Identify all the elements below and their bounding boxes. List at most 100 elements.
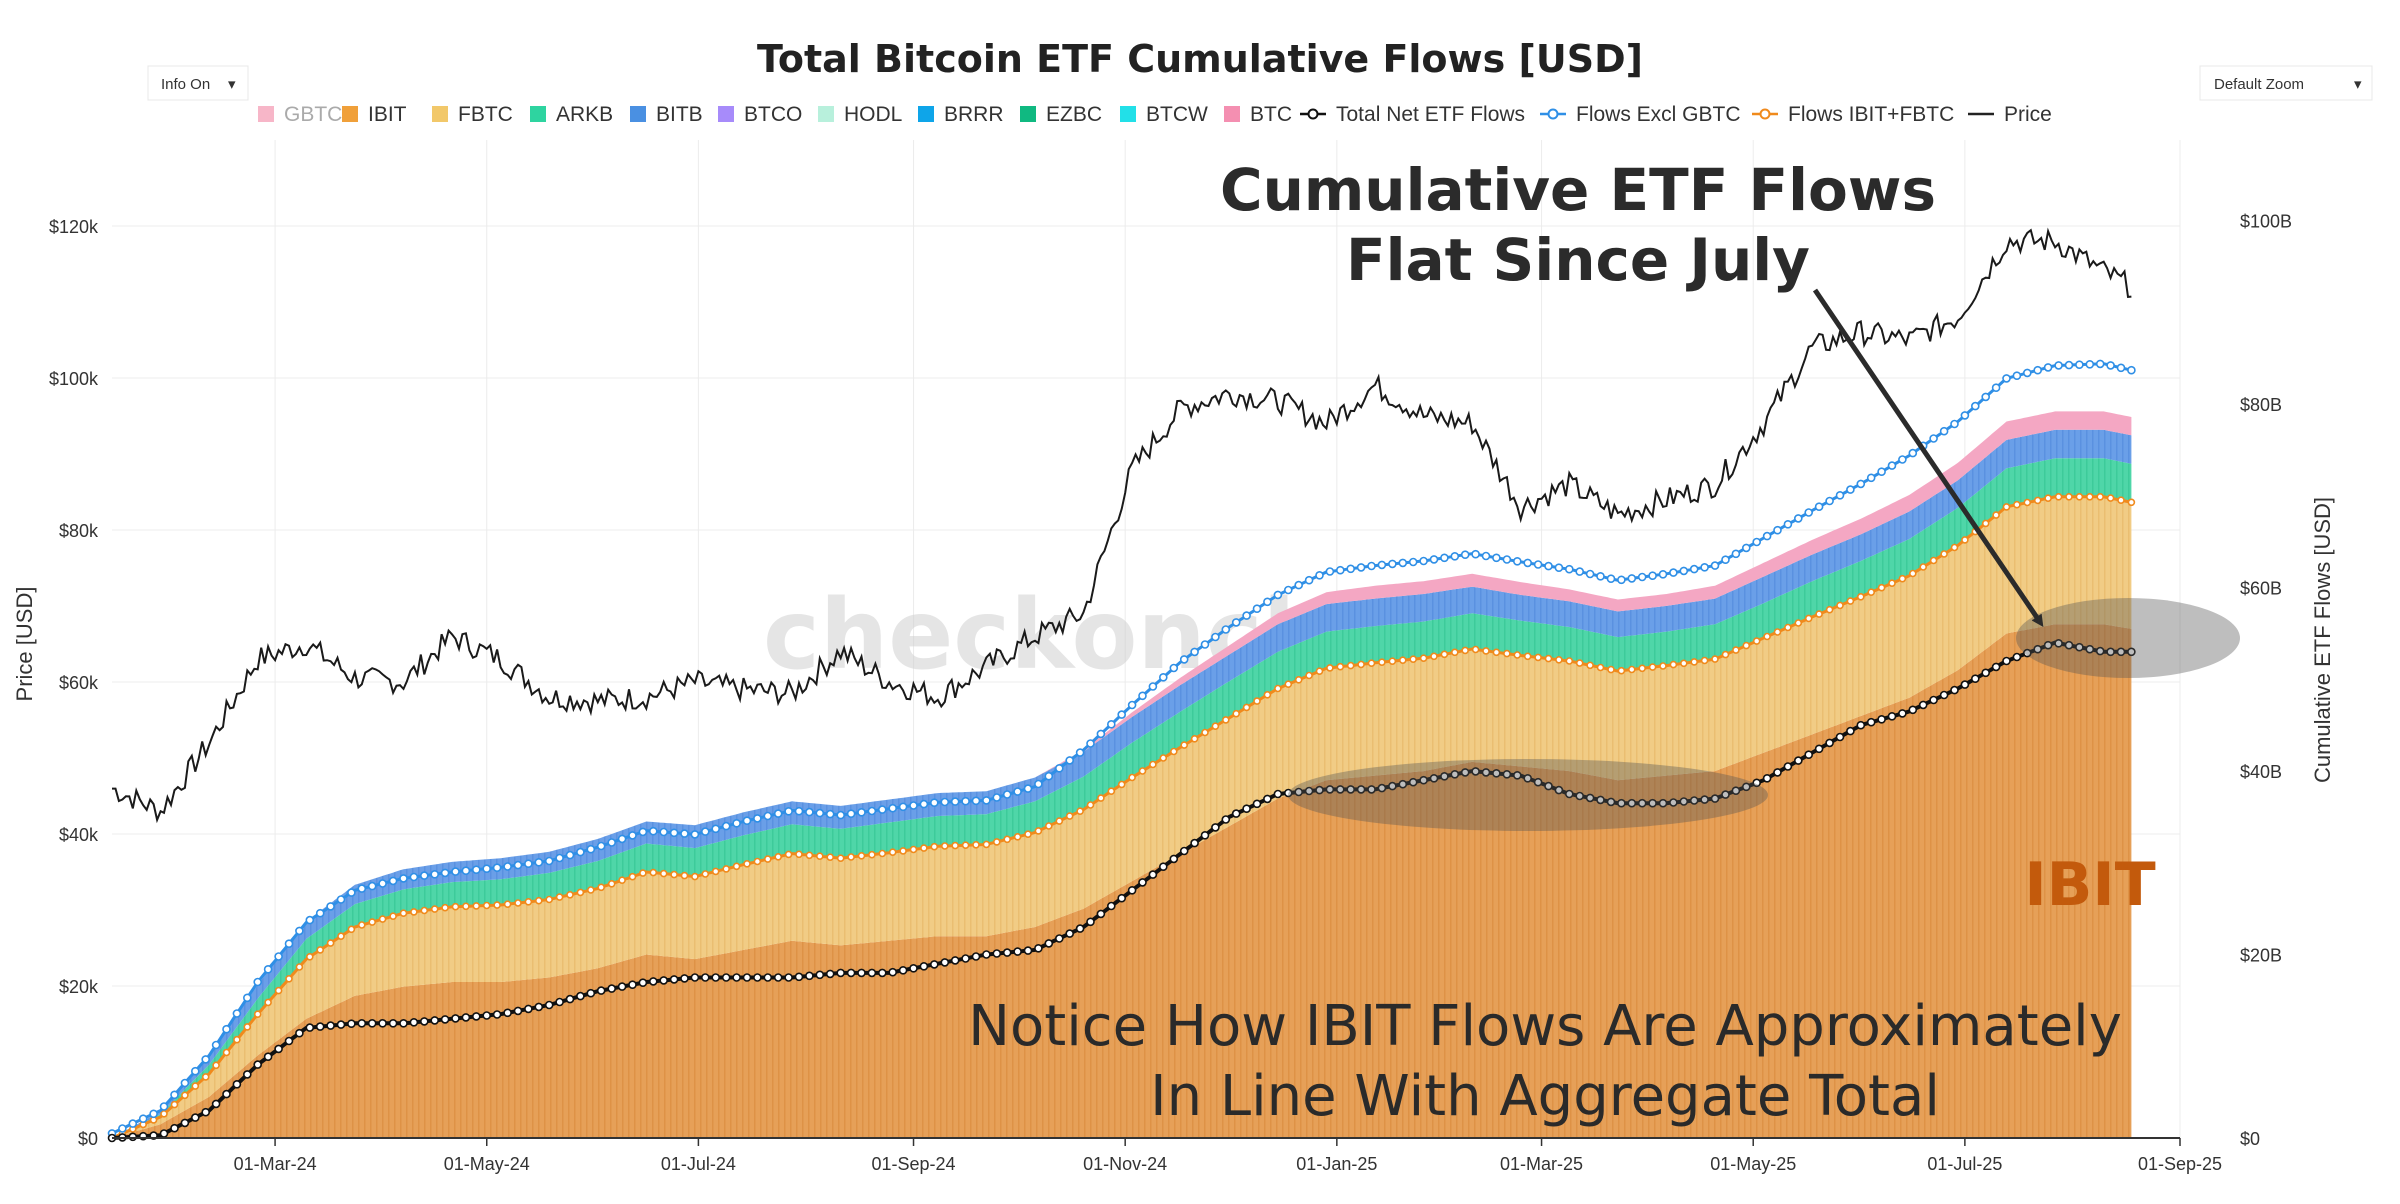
line-point bbox=[1607, 665, 1615, 674]
legend-item-btco[interactable]: BTCO bbox=[718, 103, 802, 126]
line-point bbox=[992, 838, 1001, 846]
line-point bbox=[648, 826, 658, 836]
line-point bbox=[971, 796, 981, 806]
line-point bbox=[1253, 697, 1261, 705]
headline-annotation-line2: Flat Since July bbox=[1346, 226, 1810, 294]
line-point bbox=[1148, 870, 1158, 879]
line-point bbox=[138, 1114, 148, 1123]
line-point bbox=[888, 848, 897, 857]
line-point bbox=[160, 1110, 168, 1118]
line-point bbox=[513, 860, 523, 870]
legend-item-btc[interactable]: BTC bbox=[1224, 103, 1292, 126]
line-point bbox=[2127, 365, 2136, 375]
line-point bbox=[2054, 361, 2063, 370]
legend-item-flows-excl-gbtc[interactable]: Flows Excl GBTC bbox=[1540, 103, 1741, 126]
line-point bbox=[805, 971, 814, 981]
info-toggle-dropdown[interactable]: Info On ▾ bbox=[147, 65, 249, 101]
line-point bbox=[1440, 650, 1449, 659]
legend-item-brrr[interactable]: BRRR bbox=[918, 103, 1004, 126]
line-point bbox=[763, 811, 773, 821]
line-point bbox=[201, 1055, 210, 1064]
x-tick-label: 01-Mar-25 bbox=[1500, 1154, 1583, 1174]
line-point bbox=[836, 810, 846, 820]
line-point bbox=[1804, 614, 1813, 623]
line-point bbox=[1565, 657, 1574, 665]
line-point bbox=[1284, 680, 1293, 689]
line-point bbox=[253, 977, 263, 987]
legend-item-bitb[interactable]: BITB bbox=[630, 103, 703, 126]
line-point bbox=[263, 964, 273, 974]
line-point bbox=[596, 986, 606, 995]
line-point bbox=[1023, 946, 1033, 955]
line-point bbox=[2023, 498, 2032, 507]
line-point bbox=[1388, 657, 1397, 666]
legend-item-price[interactable]: Price bbox=[1968, 103, 2052, 126]
line-point bbox=[659, 976, 669, 985]
line-path bbox=[112, 227, 2132, 824]
line-point bbox=[1981, 392, 1990, 402]
line-point bbox=[1669, 798, 1678, 807]
line-point bbox=[180, 1078, 190, 1088]
legend-item-total-net-etf-flows[interactable]: Total Net ETF Flows bbox=[1300, 103, 1525, 126]
line-point bbox=[232, 1009, 242, 1018]
line-point bbox=[576, 847, 585, 857]
line-point bbox=[336, 895, 346, 904]
legend-label: EZBC bbox=[1046, 103, 1102, 126]
line-point bbox=[1950, 419, 1959, 429]
line-point bbox=[315, 1022, 325, 1031]
line-point bbox=[1377, 783, 1387, 793]
zoom-dropdown[interactable]: Default Zoom ▾ bbox=[2199, 65, 2373, 101]
line-point bbox=[2033, 365, 2042, 375]
legend-item-flows-ibit-fbtc[interactable]: Flows IBIT+FBTC bbox=[1752, 103, 1954, 126]
line-point bbox=[576, 991, 585, 1001]
legend-item-hodl[interactable]: HODL bbox=[818, 103, 902, 126]
line-point bbox=[149, 1109, 158, 1119]
legend-item-gbtc[interactable]: GBTC bbox=[258, 103, 342, 126]
line-point bbox=[1596, 571, 1605, 581]
legend-label: HODL bbox=[844, 103, 902, 126]
line-point bbox=[638, 827, 648, 837]
line-point bbox=[1315, 667, 1324, 676]
line-point bbox=[867, 806, 877, 816]
legend-item-ibit[interactable]: IBIT bbox=[342, 103, 407, 126]
line-point bbox=[461, 866, 471, 876]
line-point bbox=[1492, 648, 1501, 657]
line-point bbox=[1877, 583, 1886, 592]
legend-item-ezbc[interactable]: EZBC bbox=[1020, 103, 1102, 126]
line-point bbox=[1284, 788, 1293, 798]
line-point bbox=[1034, 943, 1043, 953]
line-point bbox=[940, 958, 950, 967]
line-point bbox=[1481, 768, 1491, 777]
line-point bbox=[1794, 514, 1803, 523]
line-point bbox=[1055, 763, 1064, 773]
line-point bbox=[1273, 789, 1283, 799]
line-point bbox=[1533, 777, 1543, 787]
legend-item-arkb[interactable]: ARKB bbox=[530, 103, 613, 126]
x-tick-label: 01-Jul-25 bbox=[1927, 1154, 2002, 1174]
line-point bbox=[1471, 767, 1480, 776]
line-point bbox=[691, 872, 699, 881]
line-point bbox=[972, 840, 980, 849]
line-point bbox=[347, 888, 356, 897]
chevron-down-icon: ▾ bbox=[2354, 76, 2362, 93]
y-right-tick-label: $60B bbox=[2240, 579, 2282, 599]
line-point bbox=[1315, 570, 1324, 580]
line-point bbox=[378, 879, 387, 888]
line-point bbox=[1388, 781, 1397, 791]
legend-item-btcw[interactable]: BTCW bbox=[1120, 103, 1208, 126]
line-point bbox=[1398, 779, 1408, 789]
legend-swatch bbox=[530, 106, 546, 122]
line-point bbox=[305, 915, 315, 925]
line-point bbox=[1190, 838, 1199, 848]
line-point bbox=[430, 869, 440, 879]
line-point bbox=[1866, 473, 1876, 483]
line-point bbox=[847, 853, 855, 861]
legend-item-fbtc[interactable]: FBTC bbox=[432, 103, 513, 126]
line-point bbox=[1981, 668, 1990, 678]
line-point bbox=[441, 903, 449, 912]
line-point bbox=[1575, 659, 1584, 667]
line-point bbox=[1294, 580, 1303, 590]
line-point bbox=[368, 918, 377, 926]
line-point bbox=[2075, 492, 2084, 501]
line-point bbox=[2086, 492, 2094, 501]
